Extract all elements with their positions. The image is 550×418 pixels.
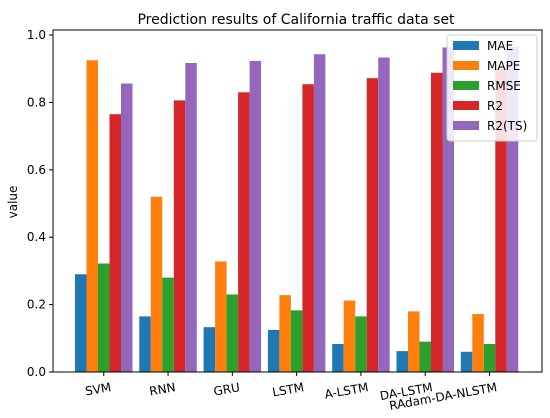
y-tick-label: 0.6 — [27, 163, 46, 177]
bar-r2-ts--da-lstm — [442, 47, 454, 372]
bar-rmse-svm — [98, 263, 110, 372]
bar-mae-svm — [75, 274, 87, 372]
legend-swatch-r2-ts- — [453, 121, 479, 130]
bar-mape-lstm — [279, 295, 291, 372]
legend-swatch-r2 — [453, 101, 479, 110]
y-axis-label: value — [6, 186, 20, 219]
bar-r2-rnn — [173, 100, 186, 372]
bar-mape-svm — [86, 60, 98, 373]
legend-swatch-mae — [453, 41, 479, 50]
bar-r2-lstm — [302, 84, 314, 372]
bar-rmse-lstm — [290, 310, 303, 372]
x-tick-label: A-LSTM — [323, 380, 369, 401]
bar-mape-rnn — [150, 196, 163, 372]
bar-r2-ts--radam-da-nlstm — [506, 46, 519, 373]
legend-swatch-mape — [453, 61, 479, 70]
bar-r2-ts--gru — [249, 60, 262, 372]
x-tick-label: GRU — [212, 380, 240, 398]
x-tick-label: SVM — [84, 380, 112, 398]
legend-label-mape: MAPE — [487, 59, 520, 73]
bar-rmse-rnn — [162, 277, 174, 372]
legend-swatch-rmse — [453, 81, 479, 90]
bar-mae-a-lstm — [332, 344, 344, 372]
bar-mae-radam-da-nlstm — [460, 351, 473, 372]
chart-title: Prediction results of California traffic… — [137, 12, 455, 28]
bar-r2-ts--svm — [121, 83, 133, 372]
bar-r2-gru — [238, 92, 250, 372]
bar-mae-rnn — [139, 316, 151, 372]
bar-mae-da-lstm — [396, 351, 408, 372]
y-tick-label: 0.2 — [27, 298, 46, 312]
bar-rmse-gru — [226, 294, 239, 372]
y-tick-label: 1.0 — [27, 28, 46, 42]
legend-label-mae: MAE — [487, 39, 513, 53]
bar-r2-a-lstm — [366, 78, 379, 372]
bar-mape-radam-da-nlstm — [472, 314, 484, 372]
bar-r2-ts--lstm — [313, 54, 326, 373]
bar-mape-a-lstm — [343, 300, 356, 372]
legend: MAE MAPE RMSE R2 R2(TS) — [446, 34, 538, 142]
plot-frame — [52, 29, 543, 373]
x-tick-label: LSTM — [271, 380, 305, 399]
bar-rmse-radam-da-nlstm — [483, 344, 496, 372]
legend-label-r2: R2 — [487, 99, 503, 113]
bar-r2-radam-da-nlstm — [495, 68, 507, 372]
bar-r2-svm — [109, 114, 121, 372]
bar-rmse-a-lstm — [355, 316, 367, 372]
y-tick-label: 0.0 — [27, 365, 46, 379]
legend-label-r2-ts-: R2(TS) — [487, 119, 527, 133]
bar-r2-ts--rnn — [185, 62, 197, 372]
y-tick-label: 0.4 — [27, 230, 46, 244]
bars-group — [75, 46, 519, 373]
legend-label-rmse: RMSE — [487, 79, 521, 93]
bar-mae-lstm — [267, 329, 280, 373]
bar-r2-ts--a-lstm — [378, 57, 390, 372]
y-tick-label: 0.8 — [27, 95, 46, 109]
bar-mape-gru — [215, 261, 227, 372]
bar-mae-gru — [203, 327, 216, 372]
x-tick-label: RNN — [148, 380, 176, 398]
bar-rmse-da-lstm — [419, 341, 431, 372]
bar-r2-da-lstm — [431, 72, 443, 373]
bar-mape-da-lstm — [408, 311, 420, 372]
